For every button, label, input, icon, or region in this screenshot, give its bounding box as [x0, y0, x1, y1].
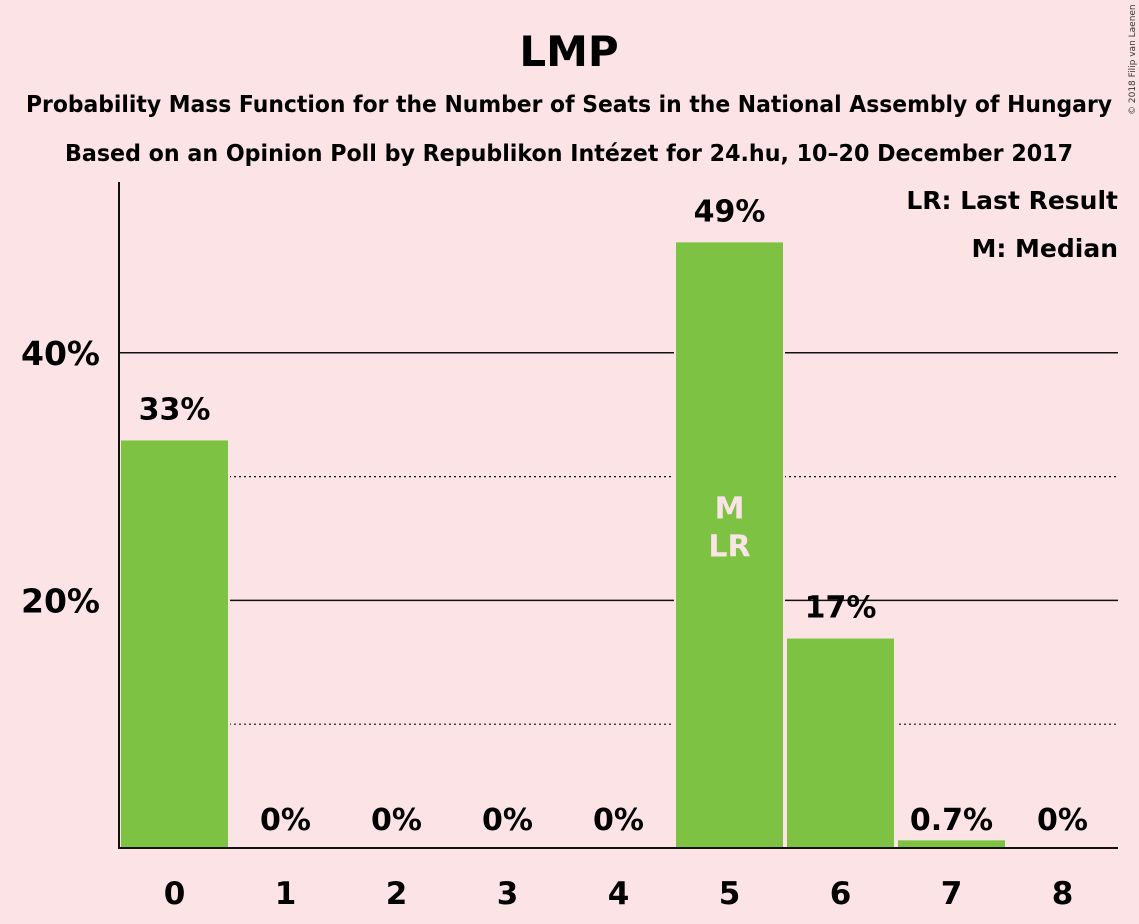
axis-ticks: 0 1 2 3 4 5 6 7 8 20% 40%	[21, 334, 1073, 912]
x-tick-label-8: 8	[1052, 876, 1074, 912]
legend-median: M: Median	[971, 234, 1118, 263]
data-label-7: 0.7%	[910, 803, 993, 838]
x-tick-label-7: 7	[941, 876, 963, 912]
bar-0	[119, 438, 230, 849]
y-tick-label-40: 40%	[21, 334, 100, 373]
chart-subtitle-line-2: Based on an Opinion Poll by Republikon I…	[65, 141, 1073, 167]
data-label-0: 33%	[139, 392, 211, 427]
x-tick-label-6: 6	[830, 876, 852, 912]
data-label-3: 0%	[482, 803, 533, 838]
data-label-8: 0%	[1037, 803, 1088, 838]
y-tick-label-20: 20%	[21, 581, 100, 620]
chart-title: LMP	[519, 27, 618, 76]
last-result-marker: LR	[708, 530, 750, 565]
x-tick-label-3: 3	[497, 876, 519, 912]
bars	[119, 240, 1007, 849]
data-label-1: 0%	[260, 803, 311, 838]
chart-subtitle-line-1: Probability Mass Function for the Number…	[26, 92, 1112, 118]
bar-7	[896, 838, 1007, 849]
x-tick-label-4: 4	[608, 876, 630, 912]
x-tick-label-2: 2	[386, 876, 408, 912]
legend-last-result: LR: Last Result	[906, 186, 1118, 215]
gridlines	[119, 352, 1118, 725]
x-tick-label-0: 0	[164, 876, 186, 912]
median-marker: M	[715, 492, 745, 527]
data-label-4: 0%	[593, 803, 644, 838]
data-label-5: 49%	[694, 194, 766, 229]
bar-5	[674, 240, 785, 849]
x-tick-label-5: 5	[719, 876, 741, 912]
data-labels: 33% 0% 0% 0% 0% 49% MLR 17% 0.7% 0%	[139, 194, 1088, 838]
bar-6	[785, 636, 896, 849]
data-label-2: 0%	[371, 803, 422, 838]
x-tick-label-1: 1	[275, 876, 297, 912]
credit-text: © 2018 Filip van Laenen	[1128, 4, 1138, 115]
data-label-6: 17%	[805, 591, 877, 626]
